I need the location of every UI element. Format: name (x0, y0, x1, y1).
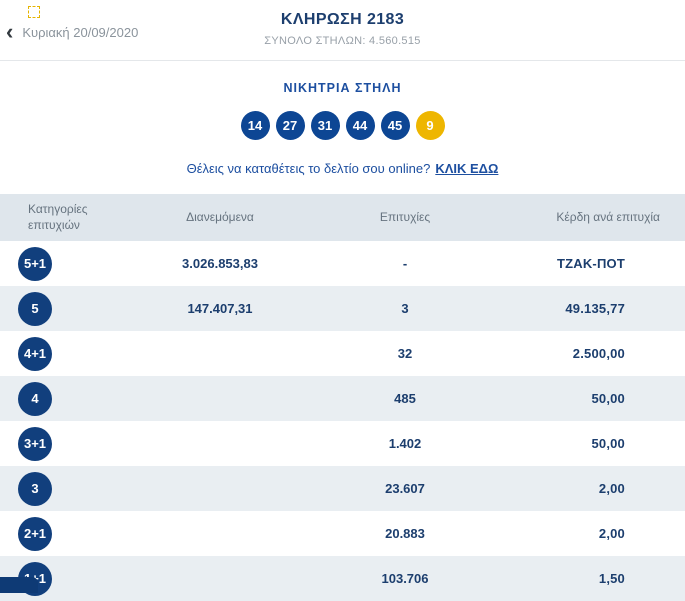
chevron-left-icon[interactable]: ‹ (6, 19, 14, 44)
category-badge: 5+1 (18, 246, 52, 281)
winning-numbers: 14 27 31 44 45 9 (0, 111, 685, 140)
category-badge: 2+1 (18, 516, 52, 551)
hits-value: 485 (394, 391, 416, 406)
hits-value: 1.402 (388, 436, 422, 451)
draw-header: ‹ Κυριακή 20/09/2020 ΚΛΗΡΩΣΗ 2183 ΣΥΝΟΛΟ… (0, 0, 685, 61)
winning-number: 31 (310, 111, 340, 140)
hits-value: - (402, 256, 408, 271)
distributed-value: 3.026.853,83 (182, 256, 258, 271)
winning-number: 14 (240, 111, 270, 140)
header-hits: Επιτυχίες (379, 209, 431, 224)
cta-link[interactable]: ΚΛΙΚ ΕΔΩ (435, 161, 499, 176)
table-row: 2+1 20.883 2,00 (0, 511, 685, 556)
date-navigation: ‹ Κυριακή 20/09/2020 (6, 19, 139, 44)
floating-button-partial[interactable] (0, 577, 38, 593)
header-categories: Κατηγορίες επιτυχιών (28, 201, 88, 232)
prize-value: 50,00 (591, 436, 625, 451)
hits-value: 20.883 (385, 526, 425, 541)
table-row: 5+1 3.026.853,83 - ΤΖΑΚ-ΠΟΤ (0, 241, 685, 286)
table-row: 1+1 103.706 1,50 (0, 556, 685, 601)
prize-value: ΤΖΑΚ-ΠΟΤ (556, 256, 625, 271)
winning-column-title: ΝΙΚΗΤΡΙΑ ΣΤΗΛΗ (283, 81, 402, 95)
results-table-body: 5+1 3.026.853,83 - ΤΖΑΚ-ΠΟΤ 5 147.407,31… (0, 241, 685, 601)
winning-number: 27 (275, 111, 305, 140)
category-badge: 4 (18, 381, 52, 416)
joker-number: 9 (415, 111, 445, 140)
results-table-header: Κατηγορίες επιτυχιών Διανεμόμενα Επιτυχί… (0, 194, 685, 241)
total-columns-label: ΣΥΝΟΛΟ ΣΤΗΛΩΝ: 4.560.515 (264, 35, 421, 47)
hits-value: 23.607 (385, 481, 425, 496)
winning-column-section: ΝΙΚΗΤΡΙΑ ΣΤΗΛΗ 14 27 31 44 45 9 (0, 61, 685, 140)
prize-value: 49.135,77 (565, 301, 625, 316)
date-picker-icon[interactable] (28, 6, 40, 18)
category-badge: 3 (18, 471, 52, 506)
draw-date-label: Κυριακή 20/09/2020 (22, 24, 139, 40)
prize-value: 2,00 (598, 481, 625, 496)
table-row: 3+1 1.402 50,00 (0, 421, 685, 466)
hits-value: 103.706 (381, 571, 429, 586)
distributed-value: 147.407,31 (187, 301, 253, 316)
category-badge: 5 (18, 291, 52, 326)
category-badge: 3+1 (18, 426, 52, 461)
prize-value: 50,00 (591, 391, 625, 406)
table-row: 5 147.407,31 3 49.135,77 (0, 286, 685, 331)
prize-value: 2,00 (598, 526, 625, 541)
prize-value: 2.500,00 (572, 346, 625, 361)
table-row: 3 23.607 2,00 (0, 466, 685, 511)
header-prize: Κέρδη ανά επιτυχία (556, 209, 660, 224)
hits-value: 32 (397, 346, 413, 361)
prize-value: 1,50 (598, 571, 625, 586)
header-distributed: Διανεμόμενα (186, 209, 254, 224)
hits-value: 3 (401, 301, 409, 316)
results-table: Κατηγορίες επιτυχιών Διανεμόμενα Επιτυχί… (0, 194, 685, 601)
winning-number: 45 (380, 111, 410, 140)
category-badge: 4+1 (18, 336, 52, 371)
winning-number: 44 (345, 111, 375, 140)
online-cta: Θέλεις να καταθέτεις το δελτίο σου onlin… (0, 161, 685, 176)
table-row: 4+1 32 2.500,00 (0, 331, 685, 376)
table-row: 4 485 50,00 (0, 376, 685, 421)
cta-text: Θέλεις να καταθέτεις το δελτίο σου onlin… (186, 161, 431, 176)
page-title: ΚΛΗΡΩΣΗ 2183 (280, 11, 405, 28)
